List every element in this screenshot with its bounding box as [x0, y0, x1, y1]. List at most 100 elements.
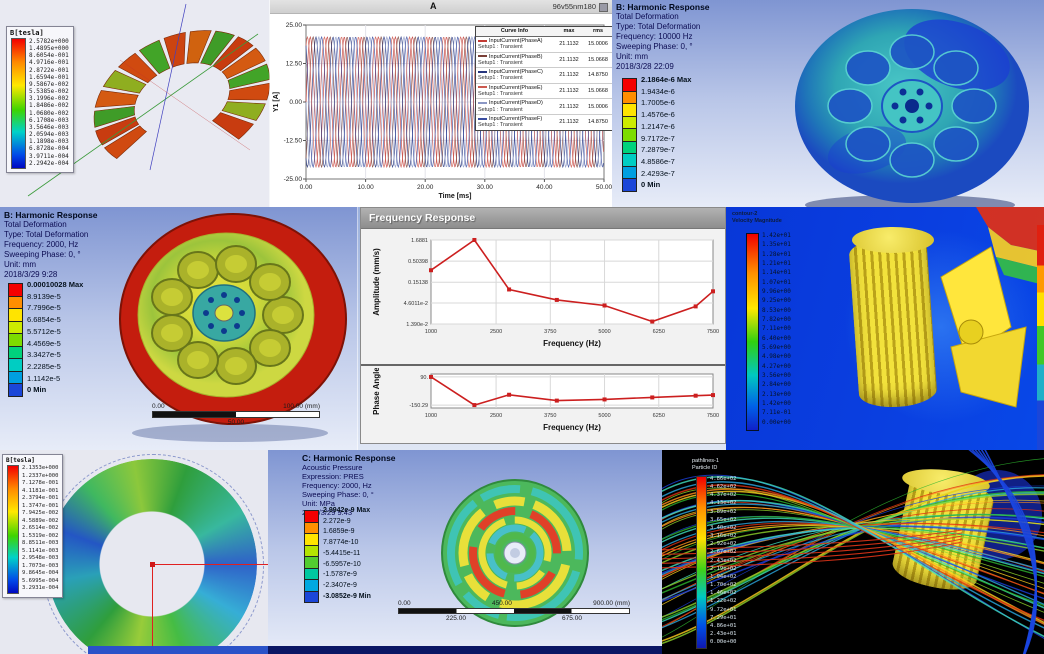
scale-max: 900.00 (mm)	[593, 600, 630, 607]
phase-angle-chart: 1000 2500 3750 5000 6250 7500 90. -150.29 Freque…	[372, 368, 719, 432]
colorbar	[11, 38, 26, 169]
legend-title: B[tesla]	[10, 29, 44, 37]
svg-text:2500: 2500	[490, 329, 502, 335]
particle-id-legend	[696, 476, 707, 649]
flux-density-legend: B[tesla] 2.1353e+000 1.2337e+000 7.1278e-0…	[2, 454, 64, 598]
gear-top-face	[852, 227, 934, 253]
svg-text:1.6881: 1.6881	[411, 238, 428, 244]
scale-bar: 0.00 100.00 (mm) 50.00	[152, 403, 320, 426]
scale-min: 0.00	[152, 403, 165, 410]
svg-text:30.00: 30.00	[477, 184, 494, 191]
axis-marker-horizontal	[152, 564, 268, 565]
svg-text:1000: 1000	[425, 329, 437, 335]
svg-text:12.50: 12.50	[286, 61, 303, 68]
design-name-label: 96v55nm180	[552, 2, 596, 11]
scale-bar: 0.00 450.00 900.00 (mm) 225.00 675.00	[398, 600, 630, 622]
colorbar	[8, 283, 23, 397]
svg-text:4.6011e-2: 4.6011e-2	[404, 301, 428, 307]
colorbar	[696, 476, 707, 649]
svg-text:0.15138: 0.15138	[408, 280, 428, 286]
svg-text:0.50398: 0.50398	[408, 259, 428, 265]
scale-q1: 225.00	[446, 615, 466, 622]
svg-text:1.390e-2: 1.390e-2	[406, 322, 428, 328]
legend-values: 0.00010028 Max 8.9139e-5 7.7996e-5 6.6854e-…	[27, 280, 84, 395]
svg-text:-150.29: -150.29	[409, 403, 428, 409]
origin-marker	[150, 562, 155, 567]
fan-blade-render	[940, 207, 1044, 408]
svg-text:10.00: 10.00	[357, 184, 374, 191]
harmonic-response-2000-panel: B: Harmonic Response Total Deformation Typ…	[0, 207, 358, 450]
curve-table-row: InputCurrent(PhaseC) Setup1 : Transient 21…	[476, 68, 612, 84]
svg-text:Frequency (Hz): Frequency (Hz)	[543, 423, 601, 432]
pressure-legend: 2.9942e-9 Max 2.272e-9 1.6859e-9 7.8774e-10…	[304, 507, 371, 603]
svg-text:Phase Angle: Phase Angle	[372, 368, 381, 415]
deformation-legend: 0.00010028 Max 8.9139e-5 7.7996e-5 6.6854e-…	[8, 280, 83, 397]
svg-text:7500: 7500	[707, 329, 719, 335]
svg-text:0.00: 0.00	[300, 184, 313, 191]
scale-mid: 50.00	[227, 419, 245, 426]
pin-icon[interactable]	[599, 3, 608, 12]
curve-table-row: InputCurrent(PhaseB) Setup1 : Transient 21…	[476, 53, 612, 69]
svg-text:7500: 7500	[707, 413, 719, 419]
svg-text:3750: 3750	[544, 413, 556, 419]
plot-header-bar: A 96v55nm180	[270, 0, 612, 14]
svg-text:5000: 5000	[598, 329, 610, 335]
legend-values: 4.86e+02 4.62e+02 4.37e+02 4.13e+02 3.89e+02…	[710, 476, 737, 646]
plot-title: A	[430, 1, 437, 11]
scale-ruler	[152, 411, 320, 418]
svg-text:Y1 [A]: Y1 [A]	[273, 92, 280, 112]
frequency-response-window-panel: Frequency Response 1000 2500 3750 5000 6250 7…	[358, 207, 726, 450]
collage-seam	[357, 207, 358, 450]
window-titlebar[interactable]: Frequency Response	[361, 208, 725, 229]
svg-text:6250: 6250	[653, 329, 665, 335]
axis-marker-vertical	[152, 564, 153, 654]
result-info-block: B: Harmonic Response Total Deformation Typ…	[4, 210, 98, 279]
flux-density-legend: B[tesla] 2.5782e+000 1.4895e+000 8.6054e-0…	[6, 26, 74, 173]
colorbar	[7, 465, 19, 594]
svg-text:6250: 6250	[653, 413, 665, 419]
svg-text:1000: 1000	[425, 413, 437, 419]
collage-seam	[269, 0, 270, 207]
svg-text:90.: 90.	[420, 375, 428, 381]
svg-text:40.00: 40.00	[536, 184, 553, 191]
velocity-legend	[746, 233, 759, 431]
legend-values: 2.9942e-9 Max 2.272e-9 1.6859e-9 7.8774e-10…	[323, 507, 371, 600]
curve-table-row: InputCurrent(PhaseA) Setup1 : Transient 21…	[476, 37, 612, 53]
legend-values: 2.1353e+000 1.2337e+000 7.1278e-001 4.1181e…	[22, 465, 59, 591]
contour-edge-strip	[1037, 225, 1044, 450]
svg-text:50.00: 50.00	[596, 184, 612, 191]
maxwell-torus-panel: B[tesla] 2.5782e+000 1.4895e+000 8.6054e-0…	[0, 0, 270, 207]
taskbar-strip	[88, 646, 662, 654]
contour-legend-header: contour-2 Velocity Magnitude	[732, 211, 782, 224]
svg-text:2500: 2500	[490, 413, 502, 419]
deformation-legend: 2.1864e-6 Max 1.9434e-6 1.7005e-6 1.4576e-6…	[622, 75, 691, 192]
colorbar	[622, 78, 637, 192]
legend-values: 2.1864e-6 Max 1.9434e-6 1.7005e-6 1.4576e-6…	[641, 75, 692, 190]
torus-winding-render	[27, 3, 270, 197]
wheel-deformation-render	[119, 213, 347, 442]
curve-table-row: InputCurrent(PhaseD) Setup1 : Transient 21…	[476, 99, 612, 115]
result-info-block: C: Harmonic Response Acoustic Pressure Exp…	[302, 453, 396, 518]
svg-text:25.00: 25.00	[286, 22, 303, 29]
svg-text:-25.00: -25.00	[284, 176, 303, 183]
curve-table-row: InputCurrent(PhaseF) Setup1 : Transient 21…	[478, 115, 608, 129]
stator-outline	[42, 454, 264, 654]
legend-values: 2.5782e+000 1.4895e+000 8.6054e-001 4.9716e…	[29, 38, 69, 167]
colorbar	[746, 233, 759, 431]
plot-divider	[361, 364, 725, 366]
legend-values: 1.42e+01 1.35e+01 1.28e+01 1.21e+01 1.14e+01…	[762, 232, 791, 426]
svg-text:Amplitude (mm/s): Amplitude (mm/s)	[372, 248, 381, 316]
maxwell-stator-panel: B[tesla] 2.1353e+000 1.2337e+000 7.1278e-0…	[0, 450, 268, 654]
scale-ruler	[398, 608, 630, 614]
svg-text:0.00: 0.00	[289, 99, 302, 106]
harmonic-response-10000-panel: B: Harmonic Response Total Deformation Typ…	[612, 0, 1044, 207]
colorbar	[304, 510, 319, 603]
svg-text:3750: 3750	[544, 329, 556, 335]
scale-min: 0.00	[398, 600, 411, 607]
rotor-deformation-render	[795, 9, 1029, 207]
frequency-response-window: Frequency Response 1000 2500 3750 5000 6250 7…	[360, 207, 726, 444]
curve-info-table: Curve Info max rms InputCurrent(PhaseA) Setu…	[475, 26, 612, 131]
svg-text:20.00: 20.00	[417, 184, 434, 191]
svg-text:5000: 5000	[598, 413, 610, 419]
